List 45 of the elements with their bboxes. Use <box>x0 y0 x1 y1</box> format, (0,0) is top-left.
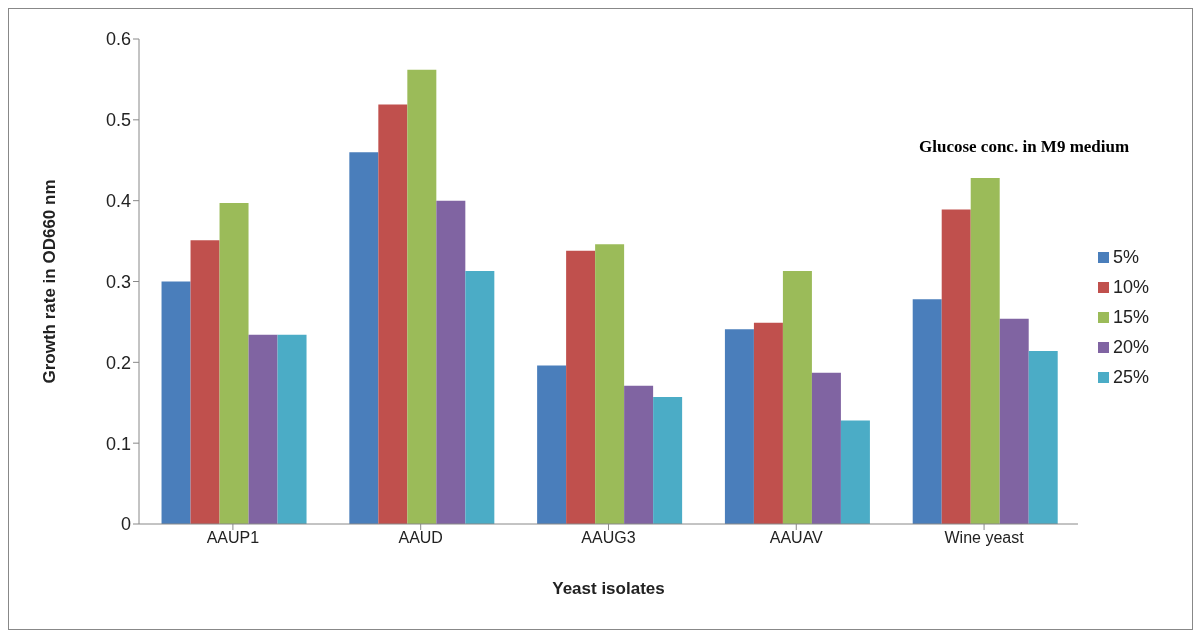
legend-title: Glucose conc. in M9 medium <box>919 137 1130 157</box>
x-tick-label: AAUAV <box>769 529 824 547</box>
bar <box>941 209 971 524</box>
bar <box>782 270 812 524</box>
bar <box>1028 351 1058 524</box>
legend-label: 20% <box>1112 336 1149 357</box>
legend-label: 25% <box>1112 366 1149 387</box>
x-axis-title: Yeast isolates <box>552 579 665 598</box>
bar <box>811 372 841 524</box>
bar <box>465 270 495 524</box>
y-tick-label: 0.1 <box>105 433 131 454</box>
bar <box>537 365 567 524</box>
bar <box>653 397 683 524</box>
bar <box>753 322 783 524</box>
x-tick-label: AAUG3 <box>581 529 636 547</box>
legend-label: 10% <box>1112 276 1149 297</box>
bar <box>840 420 870 524</box>
bar <box>190 240 220 524</box>
bar <box>436 200 466 524</box>
x-tick-label: Wine yeast <box>944 529 1025 547</box>
bar <box>407 69 437 524</box>
y-tick-label: 0.3 <box>105 271 131 292</box>
y-axis-title: Growth rate in OD660 nm <box>40 179 60 384</box>
bar <box>912 299 942 524</box>
bar <box>349 152 379 524</box>
y-tick-label: 0.5 <box>105 110 131 131</box>
bar <box>970 178 1000 524</box>
y-tick-label: 0.6 <box>105 29 131 50</box>
bar <box>999 318 1029 524</box>
bar <box>595 244 625 524</box>
bar <box>724 329 754 524</box>
bar <box>161 281 191 524</box>
bar <box>219 203 249 524</box>
bar <box>277 334 307 524</box>
y-tick-label: 0.4 <box>105 191 131 212</box>
bar <box>624 385 654 524</box>
bar <box>566 250 596 524</box>
bar <box>378 104 408 524</box>
bar <box>248 334 278 524</box>
legend-label: 15% <box>1112 306 1149 327</box>
y-tick-label: 0 <box>120 514 131 535</box>
legend-label: 5% <box>1112 246 1139 267</box>
x-tick-label: AAUD <box>398 529 443 547</box>
y-tick-label: 0.2 <box>105 352 131 373</box>
x-tick-label: AAUP1 <box>206 529 260 547</box>
